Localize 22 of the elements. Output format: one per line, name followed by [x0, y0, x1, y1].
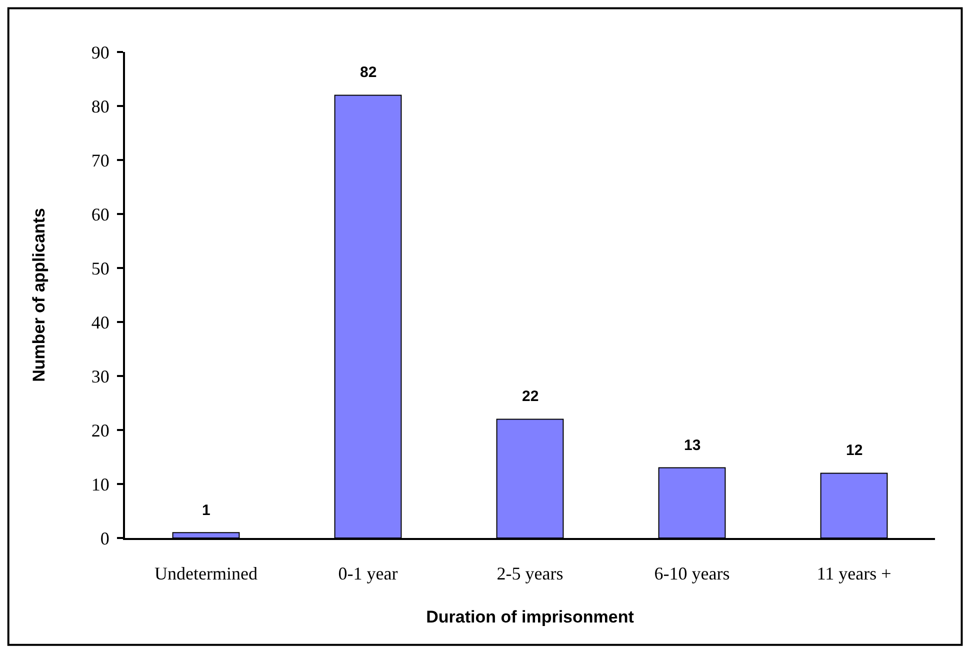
- y-tick-label: 40: [91, 312, 110, 332]
- y-tick-label: 50: [91, 258, 110, 278]
- y-tick-label: 30: [91, 366, 110, 386]
- data-label: 22: [522, 388, 539, 405]
- y-tick-label: 90: [91, 42, 110, 62]
- data-label: 13: [684, 437, 701, 454]
- data-label: 1: [202, 502, 210, 519]
- data-label: 12: [846, 442, 863, 459]
- y-axis-title: Number of applicants: [29, 208, 48, 382]
- x-tick-label: 11 years +: [816, 564, 892, 584]
- y-tick-label: 20: [91, 420, 110, 440]
- x-axis-title: Duration of imprisonment: [426, 608, 634, 626]
- y-tick-label: 60: [91, 204, 110, 224]
- data-label: 82: [360, 64, 377, 81]
- x-tick-label: Undetermined: [154, 564, 258, 584]
- x-tick-label: 0-1 year: [338, 564, 398, 584]
- y-tick-label: 80: [91, 96, 110, 116]
- y-tick-label: 0: [100, 528, 110, 548]
- x-tick-label: 2-5 years: [496, 564, 564, 584]
- x-tick-label: 6-10 years: [654, 564, 730, 584]
- y-tick-label: 10: [91, 474, 110, 494]
- y-tick-label: 70: [91, 150, 110, 170]
